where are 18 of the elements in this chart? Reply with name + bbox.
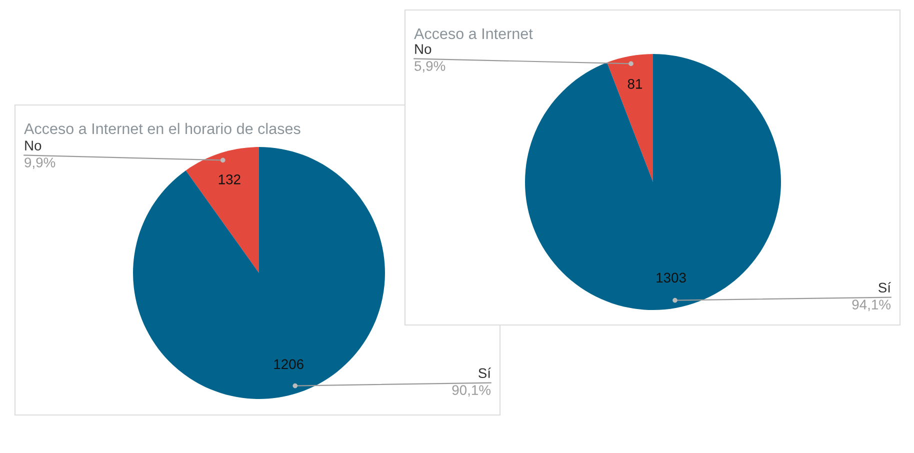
slice-label: No [25,140,42,150]
pie-slice [186,147,259,273]
data-label: 81 [628,78,642,89]
chart-title: Acceso a Internet en el horario de clases [24,122,300,134]
text: 94,1% [852,300,891,312]
pie-slice [606,54,653,182]
data-label: 132 [218,174,240,184]
pie-slice [133,147,385,399]
data-label: 1206 [274,359,304,370]
slice-label: No [415,44,432,54]
chart-title: Acceso a Internet [414,28,533,40]
slice-label: Sí [878,282,891,293]
text: 5,9% [414,61,446,73]
text: 90,1% [452,385,491,397]
text: 9,9% [24,158,56,170]
data-label: 1303 [656,272,686,283]
pie-slice [525,54,781,310]
slice-label: Sí [478,368,491,378]
